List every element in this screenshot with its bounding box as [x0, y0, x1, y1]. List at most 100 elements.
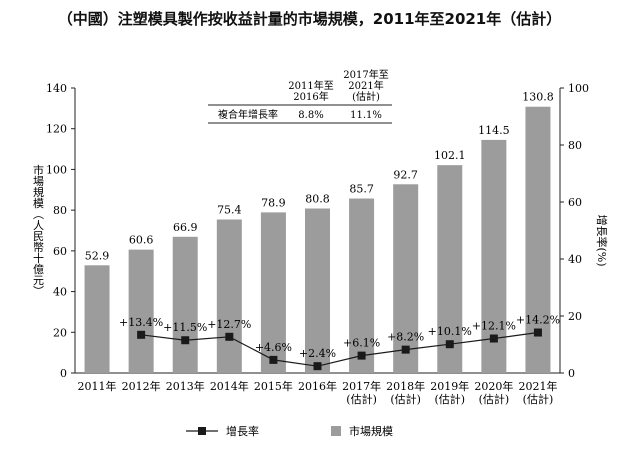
bar: [393, 184, 419, 373]
x-tick-label: 2012年: [122, 379, 161, 393]
growth-marker: [137, 330, 146, 339]
y-tick-label: 0: [60, 367, 67, 380]
cagr-table: 複合年增長率 2011年至 2016年 8.8% 2017年至 2021年(估計) 11.1…: [208, 68, 392, 124]
x-tick-label-line: (估計): [390, 392, 421, 406]
growth-line: +13.4% +11.5% +12.7% +4.6% +2.4% +6.1% +8.2% +1…: [119, 314, 560, 371]
growth-label: +6.1%: [343, 337, 380, 350]
x-tick-label-line: 2018年: [386, 379, 425, 393]
cagr-header-line: 2016年: [293, 90, 328, 103]
y-axis-label: 市場規模（人民幣十億元）: [32, 163, 45, 296]
x-tick-label-line: 2011年: [78, 379, 117, 393]
x-tick-label: 2019年(估計): [430, 379, 469, 406]
y-tick-label: 40: [53, 286, 67, 299]
x-tick-label-line: 2020年: [474, 379, 513, 393]
x-tick-label-line: (估計): [479, 392, 510, 406]
axes: 020406080100120140020406080100市場規模（人民幣十億…: [32, 82, 610, 406]
growth-marker: [445, 340, 454, 349]
growth-label: +8.2%: [387, 331, 424, 344]
y2-tick-label: 100: [568, 82, 589, 95]
legend-line-marker: [198, 427, 206, 435]
growth-label: +11.5%: [163, 321, 207, 334]
bar: [128, 249, 154, 373]
y2-axis-label: 增長率(%): [595, 214, 609, 266]
x-tick-label-line: 2016年: [298, 379, 337, 393]
x-tick-label-line: (估計): [523, 392, 554, 406]
y2-tick-label: 20: [568, 310, 582, 323]
y-tick-label: 120: [46, 123, 67, 136]
bar: [481, 139, 507, 373]
y2-tick-label: 40: [568, 253, 582, 266]
legend-line-label: 增長率: [226, 424, 259, 438]
bar-value-label: 85.7: [349, 183, 374, 196]
growth-marker: [181, 336, 190, 345]
x-tick-label-line: 2017年: [342, 379, 381, 393]
cagr-column-header: 2011年至 2016年: [288, 79, 333, 103]
growth-line-path: [141, 331, 539, 367]
y2-tick-label: 80: [568, 139, 582, 152]
growth-label: +2.4%: [299, 347, 336, 360]
legend-bar-label: 市場規模: [349, 424, 393, 438]
x-tick-label: 2017年(估計): [342, 379, 381, 406]
cagr-header-line: 2011年至: [288, 79, 333, 92]
cagr-header-line: 2017年至: [343, 68, 388, 81]
bar: [216, 219, 242, 373]
cagr-header-line: (估計): [352, 90, 380, 103]
y-tick-label: 60: [53, 245, 67, 258]
x-tick-label-line: 2019年: [430, 379, 469, 393]
bar: [349, 198, 375, 373]
x-tick-label: 2018年(估計): [386, 379, 425, 406]
growth-label: +14.2%: [516, 314, 560, 327]
bar-value-label: 78.9: [261, 196, 286, 209]
growth-marker: [401, 345, 410, 354]
bar-value-label: 114.5: [478, 124, 510, 137]
x-tick-label-line: 2012年: [122, 379, 161, 393]
bar: [260, 212, 286, 373]
chart-title: （中國）注塑模具製作按收益計量的市場規模，2011年至2021年（估計）: [57, 10, 562, 28]
y-tick-label: 140: [46, 82, 67, 95]
y-tick-label: 100: [46, 163, 67, 176]
bar: [84, 265, 110, 373]
x-tick-label: 2014年: [210, 379, 249, 393]
growth-marker: [225, 332, 234, 341]
y2-tick-label: 0: [568, 367, 575, 380]
x-tick-label: 2016年: [298, 379, 337, 393]
y2-tick-label: 60: [568, 196, 582, 209]
legend: 增長率 市場規模: [186, 424, 393, 438]
bar-value-label: 75.4: [217, 204, 242, 217]
x-tick-label-line: 2021年: [518, 379, 557, 393]
growth-label: +12.1%: [472, 320, 516, 333]
bar-value-label: 60.6: [129, 234, 154, 247]
growth-marker: [357, 351, 366, 360]
growth-label: +10.1%: [428, 325, 472, 338]
bar-value-label: 130.8: [522, 91, 554, 104]
bar-value-label: 66.9: [173, 221, 198, 234]
legend-bar-swatch: [331, 426, 341, 436]
growth-label: +12.7%: [207, 318, 251, 331]
cagr-value: 11.1%: [350, 110, 382, 121]
bar: [172, 236, 198, 373]
x-tick-label-line: (估計): [434, 392, 465, 406]
x-tick-label: 2015年: [254, 379, 293, 393]
cagr-column-header: 2017年至 2021年(估計): [343, 68, 388, 103]
x-tick-label-line: 2015年: [254, 379, 293, 393]
x-tick-label-line: (估計): [346, 392, 377, 406]
bar-value-label: 102.1: [434, 149, 466, 162]
bars: [84, 106, 551, 373]
growth-label: +4.6%: [255, 341, 292, 354]
x-tick-label-line: 2013年: [166, 379, 205, 393]
growth-marker: [313, 362, 322, 371]
growth-marker: [533, 328, 542, 337]
cagr-header-line: 2021年: [348, 79, 383, 92]
x-tick-label: 2011年: [78, 379, 117, 393]
cagr-value: 8.8%: [298, 110, 323, 121]
x-tick-label-line: 2014年: [210, 379, 249, 393]
bar: [305, 208, 330, 373]
bar-value-label: 52.9: [85, 249, 110, 262]
y-tick-label: 80: [53, 204, 67, 217]
bar-value-label: 92.7: [393, 168, 418, 181]
x-tick-label: 2021年(估計): [518, 379, 557, 406]
x-tick-label: 2020年(估計): [474, 379, 513, 406]
bar-value-label: 80.8: [305, 193, 330, 206]
growth-label: +13.4%: [119, 316, 163, 329]
